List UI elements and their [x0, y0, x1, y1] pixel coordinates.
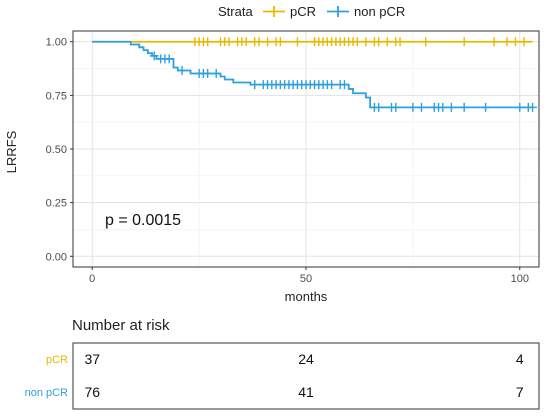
risk-value-pcr-2: 4 [516, 351, 524, 367]
censor-mark-pcr-36 [502, 37, 512, 47]
censor-mark-pcr-9 [241, 37, 251, 47]
censor-mark-non-pcr-4 [177, 65, 187, 75]
censor-mark-pcr-12 [263, 37, 273, 47]
censor-mark-pcr-3 [203, 37, 213, 47]
censor-mark-non-pcr-43 [528, 102, 538, 112]
censor-mark-pcr-11 [254, 37, 264, 47]
censor-mark-non-pcr-39 [459, 102, 469, 112]
y-tick-label-0: 0.00 [46, 251, 67, 263]
y-axis-title: LRRFS [4, 130, 19, 173]
risk-table-body: pCR 37 24 4 non pCR 76 41 7 [25, 351, 524, 400]
legend-label-non-pcr: non pCR [354, 4, 405, 19]
y-tick-label-4: 1.00 [46, 37, 67, 49]
risk-row-label-non-pcr: non pCR [25, 387, 68, 399]
censor-mark-pcr-37 [510, 37, 520, 47]
x-axis: 0 50 100 [89, 267, 529, 285]
censor-mark-non-pcr-8 [211, 68, 221, 78]
risk-value-pcr-0: 37 [84, 351, 100, 367]
y-tick-label-3: 0.75 [46, 90, 67, 102]
risk-table-panel-border [72, 342, 540, 410]
censor-mark-pcr-33 [421, 37, 431, 47]
survival-curves [92, 37, 538, 112]
censor-mark-pcr-14 [275, 37, 285, 47]
censor-mark-non-pcr-0 [149, 51, 159, 61]
risk-value-pcr-1: 24 [298, 351, 314, 367]
censor-mark-non-pcr-41 [515, 102, 525, 112]
x-tick-label-2: 100 [511, 273, 529, 285]
risk-value-non-pcr-2: 7 [516, 384, 524, 400]
censor-mark-non-pcr-26 [327, 80, 337, 90]
x-tick-label-1: 50 [300, 273, 312, 285]
censor-mark-non-pcr-28 [339, 80, 349, 90]
censor-mark-pcr-35 [489, 37, 499, 47]
censor-mark-non-pcr-30 [374, 102, 384, 112]
risk-row-label-pcr: pCR [46, 354, 68, 366]
censor-mark-non-pcr-9 [250, 80, 260, 90]
censor-mark-pcr-6 [224, 37, 234, 47]
risk-table: Number at risk pCR 37 24 4 non pCR 76 41 7 [25, 317, 540, 410]
censor-mark-pcr-15 [292, 37, 302, 47]
censor-mark-non-pcr-3 [164, 54, 174, 64]
censor-mark-non-pcr-38 [446, 102, 456, 112]
legend-title: Strata [218, 4, 253, 19]
risk-value-non-pcr-0: 76 [84, 384, 100, 400]
censor-mark-non-pcr-7 [203, 68, 213, 78]
censor-mark-pcr-27 [361, 37, 371, 47]
legend-item-pcr: pCR [263, 4, 316, 19]
grid [73, 31, 539, 267]
p-value-annotation: p = 0.0015 [105, 212, 181, 229]
censor-mark-non-pcr-40 [481, 102, 491, 112]
censor-mark-pcr-34 [459, 37, 469, 47]
censor-mark-non-pcr-37 [438, 102, 448, 112]
x-axis-title: months [285, 289, 328, 304]
censor-mark-non-pcr-32 [391, 102, 401, 112]
legend: Strata pCR non pCR [218, 4, 405, 19]
legend-item-non-pcr: non pCR [327, 4, 405, 19]
survival-plot: 0.00 0.25 0.50 0.75 1.00 0 50 100 LRRFS months… [4, 30, 540, 304]
y-tick-label-1: 0.25 [46, 198, 67, 210]
censor-mark-pcr-30 [382, 37, 392, 47]
censor-mark-pcr-29 [374, 37, 384, 47]
risk-value-non-pcr-1: 41 [298, 384, 314, 400]
legend-label-pcr: pCR [290, 4, 316, 19]
y-axis: 0.00 0.25 0.50 0.75 1.00 [46, 37, 73, 263]
curve-non-pcr [92, 40, 533, 109]
censor-mark-pcr-32 [395, 37, 405, 47]
y-tick-label-2: 0.50 [46, 144, 67, 156]
censor-mark-non-pcr-33 [408, 102, 418, 112]
x-tick-label-0: 0 [89, 273, 95, 285]
risk-table-title: Number at risk [72, 317, 170, 334]
censor-mark-pcr-38 [519, 37, 529, 47]
censor-mark-pcr-26 [352, 37, 362, 47]
censor-mark-non-pcr-34 [416, 102, 426, 112]
